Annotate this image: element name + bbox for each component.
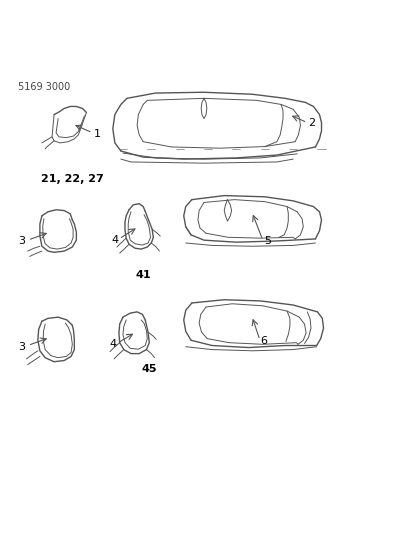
Text: 4: 4 — [109, 340, 116, 349]
Text: 5169 3000: 5169 3000 — [18, 82, 70, 92]
Text: 4: 4 — [111, 235, 118, 245]
Text: 2: 2 — [308, 118, 316, 127]
Text: 6: 6 — [261, 336, 268, 346]
Text: 45: 45 — [142, 364, 157, 374]
Text: 1: 1 — [94, 128, 101, 139]
Text: 3: 3 — [18, 236, 25, 246]
Text: 5: 5 — [264, 236, 271, 246]
Text: 41: 41 — [135, 270, 151, 280]
Text: 3: 3 — [18, 342, 25, 352]
Text: 21, 22, 27: 21, 22, 27 — [41, 174, 104, 184]
